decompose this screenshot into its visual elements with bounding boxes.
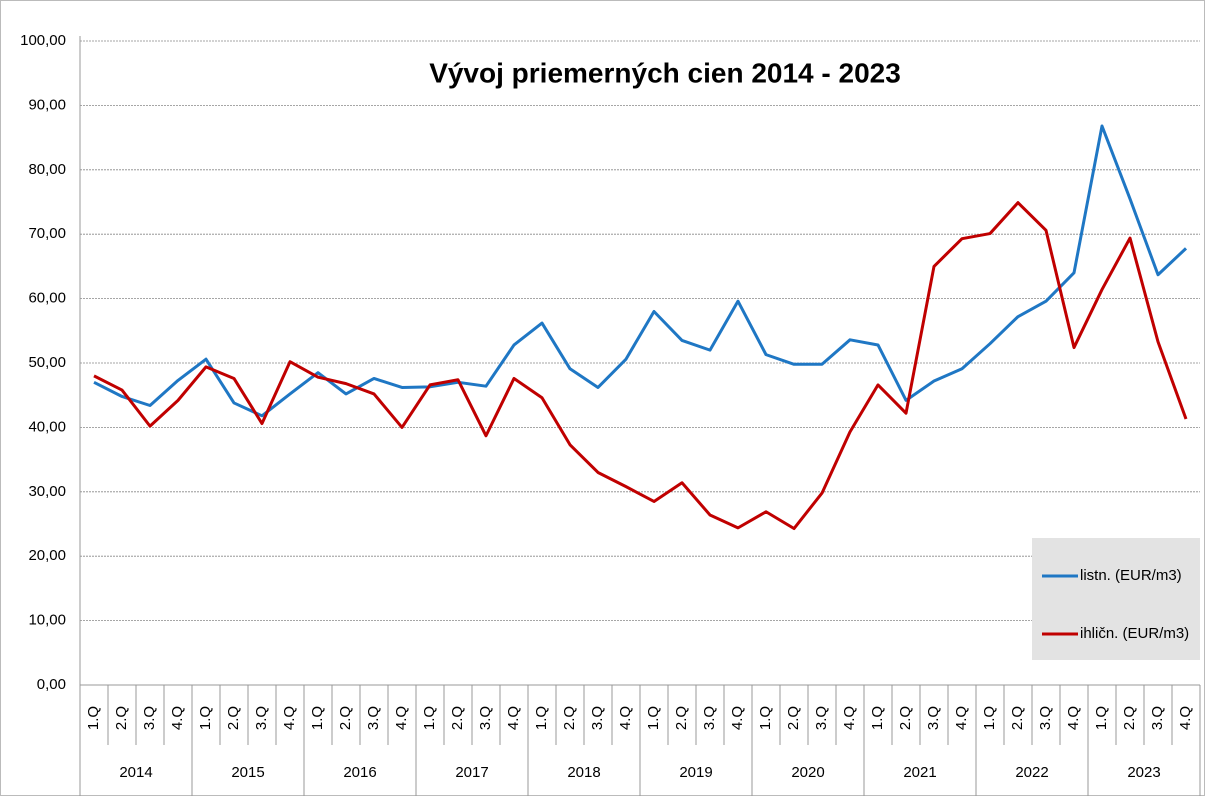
- x-tick-label: 1.Q: [645, 706, 662, 730]
- y-tick-label: 40,00: [28, 418, 66, 435]
- x-tick-label: 3.Q: [925, 706, 942, 730]
- y-tick-label: 20,00: [28, 547, 66, 564]
- y-tick-label: 70,00: [28, 225, 66, 242]
- x-tick-label: 1.Q: [757, 706, 774, 730]
- x-tick-label: 4.Q: [1065, 706, 1082, 730]
- x-tick-label: 1.Q: [981, 706, 998, 730]
- x-tick-label: 2.Q: [897, 706, 914, 730]
- x-tick-label: 4.Q: [953, 706, 970, 730]
- x-tick-label: 4.Q: [617, 706, 634, 730]
- y-tick-label: 60,00: [28, 290, 66, 307]
- x-tick-label: 2.Q: [449, 706, 466, 730]
- x-tick-label: 3.Q: [365, 706, 382, 730]
- year-label: 2018: [567, 764, 600, 781]
- year-label: 2014: [119, 764, 152, 781]
- year-label: 2016: [343, 764, 376, 781]
- x-tick-label: 4.Q: [841, 706, 858, 730]
- x-tick-label: 2.Q: [113, 706, 130, 730]
- y-tick-label: 90,00: [28, 96, 66, 113]
- x-tick-label: 3.Q: [813, 706, 830, 730]
- x-tick-label: 4.Q: [505, 706, 522, 730]
- year-label: 2017: [455, 764, 488, 781]
- x-tick-label: 3.Q: [253, 706, 270, 730]
- x-tick-label: 4.Q: [729, 706, 746, 730]
- y-tick-label: 30,00: [28, 483, 66, 500]
- x-tick-label: 2.Q: [337, 706, 354, 730]
- year-label: 2022: [1015, 764, 1048, 781]
- legend-label: ihličn. (EUR/m3): [1080, 625, 1189, 642]
- x-tick-label: 1.Q: [533, 706, 550, 730]
- x-tick-label: 3.Q: [701, 706, 718, 730]
- chart-title: Vývoj priemerných cien 2014 - 2023: [429, 57, 901, 88]
- x-tick-label: 2.Q: [561, 706, 578, 730]
- year-label: 2015: [231, 764, 264, 781]
- y-tick-label: 50,00: [28, 354, 66, 371]
- x-tick-label: 3.Q: [589, 706, 606, 730]
- y-tick-label: 100,00: [20, 32, 66, 49]
- series-line: [93, 124, 1188, 418]
- x-tick-label: 4.Q: [393, 706, 410, 730]
- y-tick-label: 0,00: [37, 676, 66, 693]
- year-label: 2020: [791, 764, 824, 781]
- x-tick-label: 2.Q: [673, 706, 690, 730]
- year-label: 2021: [903, 764, 936, 781]
- x-tick-label: 1.Q: [421, 706, 438, 730]
- x-tick-label: 2.Q: [1009, 706, 1026, 730]
- x-tick-label: 1.Q: [197, 706, 214, 730]
- x-tick-label: 2.Q: [785, 706, 802, 730]
- x-tick-label: 3.Q: [141, 706, 158, 730]
- x-tick-label: 4.Q: [169, 706, 186, 730]
- x-tick-label: 2.Q: [225, 706, 242, 730]
- x-tick-label: 1.Q: [309, 706, 326, 730]
- legend-label: listn. (EUR/m3): [1080, 567, 1182, 584]
- x-tick-label: 1.Q: [85, 706, 102, 730]
- x-tick-label: 1.Q: [869, 706, 886, 730]
- legend-box: [1032, 538, 1200, 660]
- y-tick-label: 80,00: [28, 161, 66, 178]
- year-label: 2023: [1127, 764, 1160, 781]
- x-tick-label: 1.Q: [1093, 706, 1110, 730]
- x-tick-label: 3.Q: [1037, 706, 1054, 730]
- x-tick-label: 2.Q: [1121, 706, 1138, 730]
- x-tick-label: 4.Q: [281, 706, 298, 730]
- x-tick-label: 4.Q: [1177, 706, 1194, 730]
- x-tick-label: 3.Q: [477, 706, 494, 730]
- x-tick-label: 3.Q: [1149, 706, 1166, 730]
- year-label: 2019: [679, 764, 712, 781]
- series-line: [93, 201, 1188, 531]
- y-tick-label: 10,00: [28, 612, 66, 629]
